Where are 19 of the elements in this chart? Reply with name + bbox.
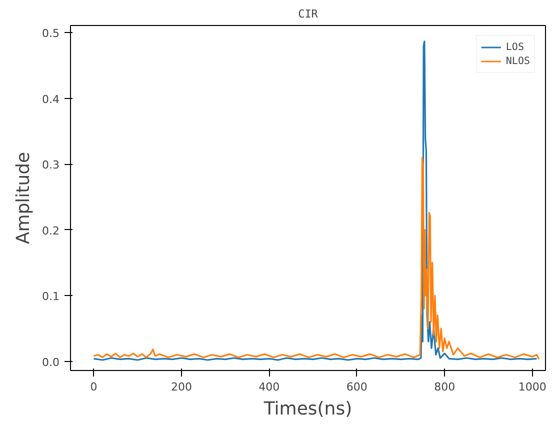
y-tick-label: 0.1 <box>42 290 60 304</box>
x-tick-label: 0 <box>90 380 98 394</box>
x-axis-title: Times(ns) <box>262 398 352 420</box>
x-tick-label: 200 <box>170 380 192 394</box>
y-tick-label: 0.3 <box>42 158 60 172</box>
y-tick-label: 0.4 <box>42 92 60 106</box>
y-axis-title: Amplitude <box>13 152 34 244</box>
legend-label: LOS <box>506 40 525 54</box>
legend-label: NLOS <box>506 54 530 68</box>
y-tick-label: 0.5 <box>42 27 60 40</box>
x-tick-label: 800 <box>434 380 456 394</box>
y-tick-label: 0.0 <box>42 356 60 369</box>
line-series <box>92 156 540 360</box>
chart-title: CIR <box>298 8 318 20</box>
x-tick-label: 1000 <box>518 380 546 394</box>
x-tick-label: 400 <box>258 380 280 394</box>
y-tick-label: 0.2 <box>42 224 60 238</box>
x-tick-label: 600 <box>346 380 368 394</box>
line-series <box>92 40 538 361</box>
